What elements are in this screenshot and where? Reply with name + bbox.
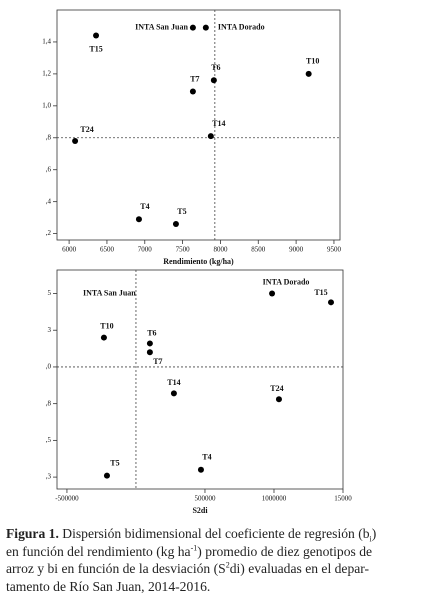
x-tick-label: 1000000 (262, 495, 287, 503)
point-label: T5 (110, 458, 119, 467)
point (170, 390, 177, 397)
caption-sup: -1 (190, 542, 198, 552)
figure: ,2 ,4 ,6 ,8 1,0 1,2 1,4 6000 6500 7000 7500 8000 850… (42, 9, 352, 515)
annotation: INTA San Juan (83, 288, 136, 297)
point (146, 349, 153, 356)
point-label: T15 (314, 288, 327, 297)
x-tick-label: 7000 (138, 246, 153, 254)
y-tick-label: 1,2 (42, 69, 51, 77)
y-tick-label: ,4 (46, 197, 52, 205)
point-label: T7 (190, 74, 199, 83)
point (197, 466, 204, 473)
plot-frame (56, 9, 341, 241)
y-tick-label: 5 (48, 289, 52, 297)
x-tick-label: 500000 (194, 495, 216, 503)
point (93, 32, 100, 39)
point (146, 340, 153, 347)
y-tick-label: 1,0 (42, 101, 51, 109)
plot-frame (56, 269, 344, 490)
point-label: T7 (153, 357, 162, 366)
y-tick-label: 1,4 (42, 38, 51, 46)
point (305, 70, 312, 77)
y-tick-label: 3 (48, 326, 52, 334)
caption-text: ) promedio de diez genotipos de (197, 543, 373, 559)
point-label: T10 (100, 321, 113, 330)
point (207, 133, 214, 140)
caption-sup: 2 (225, 560, 230, 570)
point-label: INTA San Juan (135, 22, 188, 31)
point-label: T4 (140, 202, 149, 211)
y-tick-label: ,6 (46, 165, 52, 173)
point-label: T6 (211, 63, 220, 72)
x-tick-label: 7500 (176, 246, 191, 254)
point (189, 24, 196, 31)
point (135, 216, 142, 223)
point (210, 77, 217, 84)
y-tick-label: ,2 (46, 229, 52, 237)
point-label: T5 (177, 207, 186, 216)
caption-text: di) evaluadas en el depar- (229, 561, 370, 576)
point (103, 472, 110, 479)
x-tick-label: 9000 (289, 246, 304, 254)
caption: Figura 1. Dispersión bidimensional del c… (6, 525, 416, 595)
y-tick-label: ,8 (46, 133, 52, 141)
caption-text: tamento de Río San Juan, 2014-2016. (6, 578, 211, 594)
x-tick-label: 6000 (62, 246, 77, 254)
point (172, 221, 179, 228)
point-label: T24 (270, 384, 283, 393)
x-tick-label: 8500 (251, 246, 266, 254)
point (269, 290, 276, 297)
point (275, 396, 282, 403)
y-tick-label: ,5 (46, 436, 52, 444)
point-label: T14 (167, 378, 180, 387)
caption-sub: i (369, 534, 372, 544)
caption-text: ) (371, 526, 377, 541)
point-label: INTA Dorado (218, 22, 265, 31)
point (202, 24, 209, 31)
y-tick-label: ,3 (46, 473, 52, 481)
caption-text: en función del rendimiento (kg ha (6, 543, 191, 559)
x-tick-label: 8000 (213, 246, 228, 254)
point-label: T24 (80, 125, 93, 134)
caption-text: Dispersión bidimensional del coeficiente… (58, 526, 370, 541)
x-axis-label: Rendimiento (kg/ha) (163, 257, 234, 266)
y-tick-label: ,0 (46, 363, 52, 371)
x-tick-label: 6500 (100, 246, 115, 254)
point-label: T15 (89, 44, 102, 53)
x-axis-label: S2di (192, 506, 208, 515)
point (327, 299, 334, 306)
point-label: INTA Dorado (263, 277, 310, 286)
point (100, 334, 107, 341)
point (72, 137, 79, 144)
x-tick-label: 9500 (327, 246, 342, 254)
x-tick-label: -500000 (55, 495, 79, 503)
point (189, 88, 196, 95)
point-label: T10 (306, 57, 319, 66)
x-tick-label: 15000 (334, 495, 352, 503)
caption-label: Figura 1. (6, 526, 59, 541)
point-label: T14 (212, 119, 225, 128)
y-tick-label: ,8 (46, 399, 52, 407)
point-label: T4 (202, 453, 211, 462)
caption-text: arroz y bi en función de la desviación (… (6, 561, 226, 576)
point-label: T6 (147, 328, 156, 337)
